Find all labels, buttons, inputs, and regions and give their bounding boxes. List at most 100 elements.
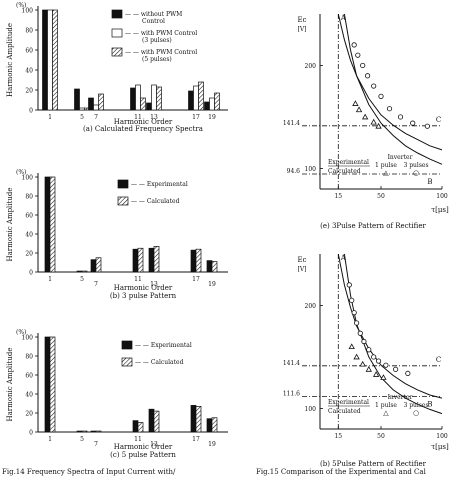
bar-hatch-h11 — [140, 97, 146, 111]
x-tick-label: 13 — [150, 281, 158, 288]
bar-solid-h17 — [188, 90, 194, 111]
y-unit-label: (%) — [16, 169, 26, 176]
data-point-circle — [351, 310, 357, 316]
legend-label: — — Experimental — [135, 342, 192, 349]
bar-solid-h17 — [190, 249, 197, 273]
y-axis-label: Ec — [297, 16, 306, 24]
bar-open-h13 — [151, 84, 157, 111]
data-point-circle — [353, 320, 360, 326]
x-axis-label: τ[μs] — [431, 206, 449, 214]
legend-swatch-hatch — [117, 196, 129, 206]
bar-hatch-h13 — [153, 246, 160, 273]
data-point-circle — [349, 297, 355, 303]
data-point-circle — [405, 370, 411, 377]
data-point-circle — [393, 366, 399, 372]
x-axis-label: Harmonic Order — [114, 118, 173, 126]
bar-solid-h5 — [76, 430, 83, 433]
bar-hatch-h17 — [195, 248, 202, 273]
legend-swatch-hatch — [111, 47, 123, 57]
bar-solid-h13 — [148, 408, 155, 433]
bar-hatch-h13 — [156, 86, 162, 111]
data-point-triangle — [372, 371, 380, 377]
legend-col2: 3 pulses — [403, 162, 428, 169]
legend-title: Inverter — [388, 154, 413, 161]
bar-chart-c: (%) 0 20 40 60 80 100 Harmonic Amplitude 1 5 7 11 13… — [6, 329, 228, 459]
curve-B — [343, 13, 443, 165]
x-tick-label: 100 — [436, 193, 448, 200]
line-plot-e: Ec [V] 100 200 141.4 94.6 15 50 100 τ[μs] (e) 3Pul… — [283, 13, 449, 230]
y-tick-label: 60 — [25, 48, 33, 55]
bar-solid-h13 — [146, 102, 152, 111]
y-tick-label: 20 — [25, 251, 33, 258]
y-tick-label: 80 — [25, 194, 33, 201]
y-axis-label: Harmonic Amplitude — [6, 188, 14, 262]
x-tick-label: 1 — [48, 114, 52, 121]
y-tick-label: 0 — [29, 270, 33, 277]
x-tick-label: 5 — [80, 114, 84, 121]
bar-hatch-h19 — [211, 261, 218, 273]
x-tick-label: 11 — [134, 436, 142, 443]
bar-solid-h1 — [44, 176, 51, 273]
x-tick-label: 15 — [334, 433, 342, 440]
legend-label: — — Calculated — [131, 198, 180, 205]
x-tick-label: 15 — [334, 193, 342, 200]
curve-label-B: B — [427, 178, 432, 186]
bar-open-h7 — [93, 104, 99, 111]
data-point-triangle — [380, 374, 387, 380]
legend-col1: 1 pulse — [375, 162, 397, 169]
panel-caption: (a) Calculated Frequency Spectra — [83, 125, 203, 133]
y-axis-label: Harmonic Amplitude — [6, 348, 14, 422]
x-tick-label: 50 — [377, 193, 385, 200]
x-tick-label: 100 — [436, 433, 448, 440]
bar-solid-h5 — [76, 270, 83, 273]
x-tick-label: 7 — [94, 114, 98, 121]
data-point-triangle — [375, 122, 382, 129]
bar-hatch-h17 — [198, 81, 204, 111]
x-tick-label: 19 — [208, 281, 216, 288]
data-point-circle — [397, 114, 404, 120]
bar-open-h11 — [135, 84, 141, 111]
y-tick-label: 20 — [25, 411, 33, 418]
legend-swatch-solid — [117, 179, 129, 189]
legend-label-sub: (3 pulses) — [142, 37, 172, 44]
x-tick-label: 19 — [208, 441, 216, 448]
x-tick-label: 1 — [48, 436, 52, 443]
bar-hatch-h13 — [153, 410, 160, 433]
y-unit-label: [V] — [297, 26, 306, 33]
legend-col2: 3 pulses — [403, 402, 428, 409]
panel-caption: (e) 3Pulse Pattern of Rectifier — [320, 222, 426, 230]
bar-hatch-h7 — [95, 257, 102, 273]
bar-hatch-h1 — [49, 176, 56, 273]
reference-value-label: 141.4 — [283, 360, 300, 367]
x-tick-label: 13 — [150, 114, 158, 121]
y-tick-label: 100 — [22, 8, 34, 15]
bar-solid-h5 — [74, 88, 80, 111]
curve-label-A: A — [340, 254, 347, 262]
y-tick-label: 40 — [25, 68, 33, 75]
legend-label-sub: (5 pulses) — [142, 56, 172, 63]
bar-solid-h19 — [206, 418, 213, 433]
legend-row1: Experimental — [328, 159, 369, 166]
bar-solid-h19 — [204, 101, 210, 111]
data-point-triangle — [348, 343, 355, 350]
curve-label-B: B — [427, 400, 432, 408]
data-point-circle — [351, 42, 357, 48]
y-unit-label: (%) — [16, 2, 26, 9]
x-tick-label: 7 — [94, 281, 98, 288]
data-point-triangle — [361, 113, 369, 120]
y-tick-label: 20 — [25, 88, 33, 95]
bar-hatch-h11 — [137, 422, 144, 433]
x-tick-label: 17 — [192, 436, 200, 443]
data-point-circle — [371, 83, 377, 89]
bar-solid-h11 — [132, 420, 139, 433]
y-unit-label: (%) — [16, 329, 26, 336]
panel-caption: (b) 5Pulse Pattern of Rectifier — [320, 460, 427, 468]
data-point-circle — [366, 347, 372, 353]
y-tick-label: 0 — [29, 108, 33, 115]
reference-value-label: 141.4 — [283, 120, 300, 127]
reference-value-label: 94.6 — [287, 168, 301, 175]
y-tick-label: 60 — [25, 373, 33, 380]
y-tick-label: 40 — [25, 392, 33, 399]
bar-hatch-h1 — [49, 336, 56, 433]
